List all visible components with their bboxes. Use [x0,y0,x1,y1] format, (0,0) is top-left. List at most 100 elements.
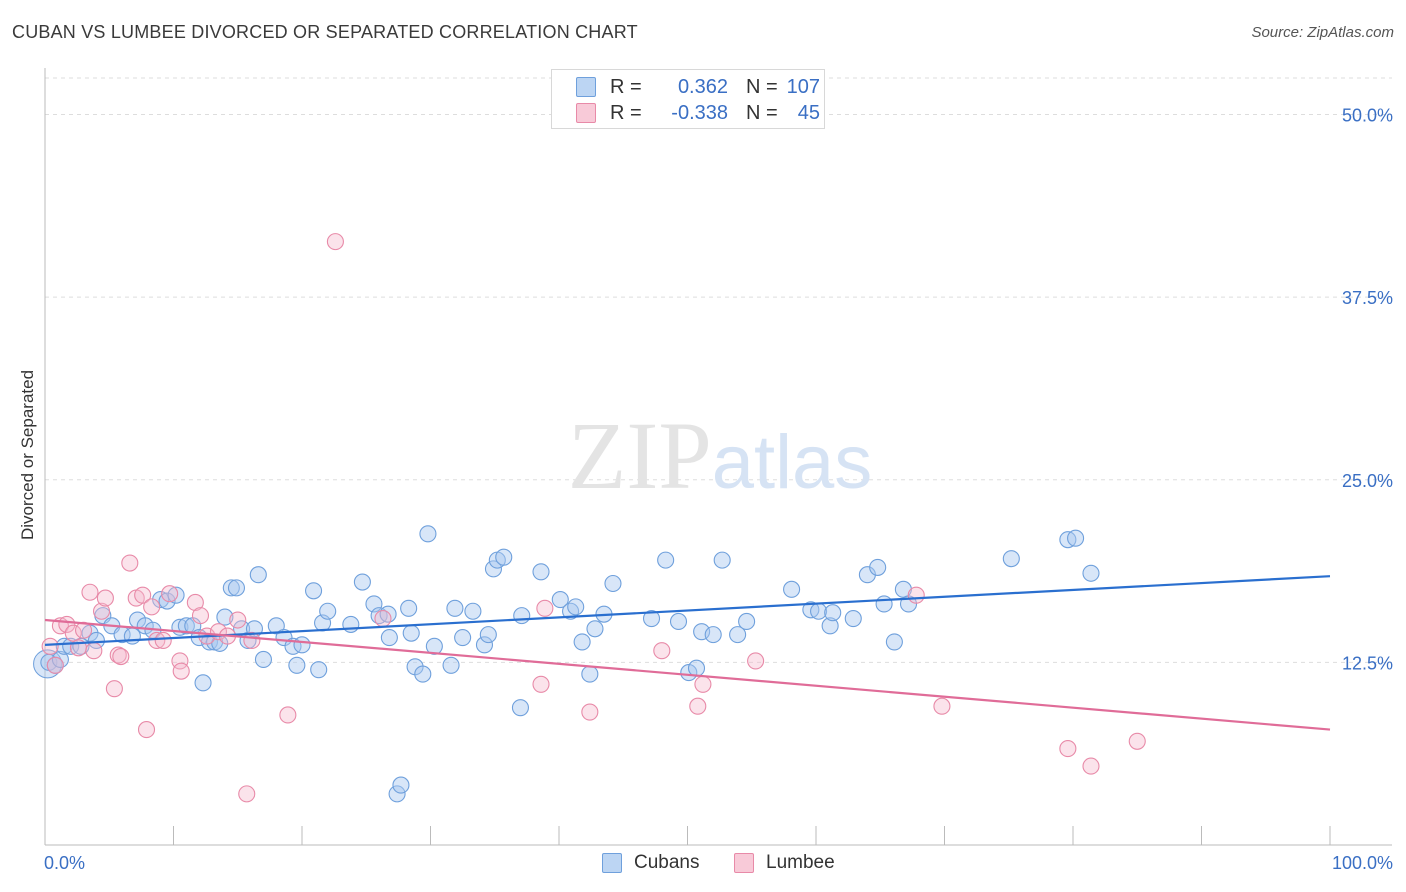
lumbee-point [653,642,671,660]
lumbee-trend-line [44,618,1331,731]
cubans-points [33,525,1100,803]
cubans-point [511,699,530,717]
cubans-swatch [576,77,596,97]
lumbee-point [191,607,210,625]
lumbee-point [326,233,344,251]
axes [44,68,1392,846]
lumbee-point [689,697,707,715]
cubans-point [254,650,273,669]
cubans-point [532,563,550,581]
cubans-point [642,610,661,628]
lumbee-point [105,680,123,698]
cubans-point [513,607,531,625]
legend-label-lumbee: Lumbee [766,852,835,873]
cubans-point [152,591,170,609]
cubans-point [729,626,747,644]
lumbee-point [238,785,256,803]
trend-lines [44,575,1331,731]
y-tick-label: 12.5% [1342,653,1393,673]
correlation-legend: R = 0.362 N = 107 R = -0.338 N = 45 [551,69,825,129]
lumbee-point [41,637,59,655]
lumbee-point [121,554,139,572]
lumbee-point [1128,732,1146,750]
lumbee-point [96,589,114,607]
cubans-point [869,558,887,576]
cubans-point [479,626,497,644]
y-tick-label: 37.5% [1342,288,1393,308]
legend-row-cubans: R = 0.362 N = 107 [576,75,820,99]
lumbee-point [581,703,599,721]
watermark-atlas: atlas [712,420,873,505]
legend-item-lumbee[interactable]: Lumbee [734,852,835,874]
cubans-point [551,591,569,609]
chart-title: CUBAN VS LUMBEE DIVORCED OR SEPARATED CO… [12,22,638,42]
cubans-swatch [602,853,622,873]
cubans-point [657,551,675,569]
lumbee-point [907,586,925,604]
lumbee-point [532,675,550,693]
cubans-point [216,608,234,626]
legend-label-cubans: Cubans [634,852,700,873]
cubans-point [310,661,328,679]
cubans-point [380,628,398,647]
y-tick-label: 25.0% [1342,471,1393,491]
legend-item-cubans[interactable]: Cubans [602,852,700,874]
x-tick-label: 0.0% [44,853,85,873]
cubans-point [446,599,464,617]
cubans-point [810,602,828,620]
lumbee-points [41,233,1146,803]
cubans-point [824,604,842,622]
lumbee-point [186,593,204,612]
lumbee-point [747,652,765,670]
cubans-point [227,579,246,597]
cubans-point [1002,550,1020,568]
watermark: ZIPatlas [568,402,873,509]
lumbee-point [92,602,111,620]
cubans-trend-line [44,575,1331,646]
cubans-point [821,617,839,635]
cubans-point [875,595,893,613]
n-value: 45 [797,101,820,124]
cubans-point [464,602,482,620]
lumbee-point [279,706,297,724]
cubans-point [738,612,756,631]
cubans-point [586,620,604,638]
x-tick-label: 100.0% [1332,853,1393,873]
lumbee-point [933,697,951,715]
lumbee-point [46,656,64,674]
cubans-point [844,610,862,628]
cubans-point [1082,564,1100,582]
cubans-point [402,624,420,642]
watermark-zip: ZIP [568,402,712,509]
cubans-point [704,626,722,644]
cubans-point [414,665,432,683]
cubans-point [475,636,494,654]
lumbee-point [137,721,156,739]
cubans-point [177,617,195,635]
lumbee-point [85,642,103,660]
cubans-point [669,612,688,631]
lumbee-point [58,615,76,633]
lumbee-point [374,610,392,628]
lumbee-point [154,631,172,650]
r-label: R = [610,75,642,98]
source-label: Source: ZipAtlas.com [1251,24,1394,41]
cubans-point [1067,529,1085,547]
r-value: -0.338 [671,101,728,124]
lumbee-point [81,583,99,601]
cubans-point [419,525,437,543]
cubans-point [353,573,371,591]
n-label: N = [746,75,778,98]
cubans-point [713,551,731,569]
cubans-point [442,656,460,674]
grid-lines [45,77,1392,663]
legend-row-lumbee: R = -0.338 N = 45 [576,101,820,125]
lumbee-point [694,675,712,693]
lumbee-point [536,599,554,617]
lumbee-point [229,611,247,629]
cubans-point [388,785,406,803]
n-label: N = [746,101,778,124]
cubans-point [305,582,323,600]
cubans-point [392,776,410,794]
cubans-point [288,656,306,674]
